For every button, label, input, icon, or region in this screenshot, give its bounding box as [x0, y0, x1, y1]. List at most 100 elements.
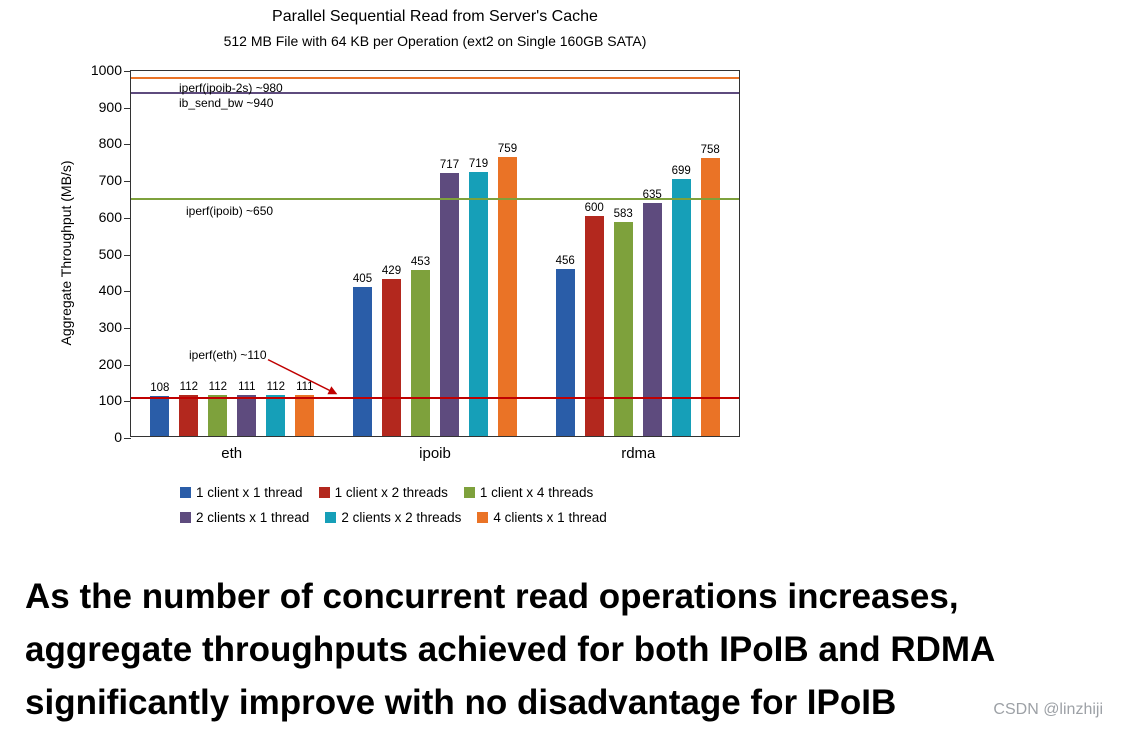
y-tick-label: 600 [98, 208, 122, 225]
bar-column: 717 [440, 71, 459, 436]
bar-value-label: 429 [381, 264, 402, 277]
bar [382, 278, 401, 436]
caption: As the number of concurrent read operati… [25, 570, 1105, 729]
bar-column: 111 [237, 71, 257, 436]
y-tick-mark [124, 291, 131, 293]
bar [584, 215, 604, 436]
legend-swatch [463, 487, 475, 498]
watermark: CSDN @linzhiji [993, 701, 1103, 718]
bar-value-label: 699 [671, 165, 691, 178]
y-tick-label: 100 [98, 392, 122, 409]
bar-value-label: 456 [555, 254, 575, 267]
bar-column: 635 [643, 71, 662, 436]
reference-line-label: ib_send_bw ~940 [179, 96, 274, 111]
bar-column: 405 [353, 71, 372, 436]
y-tick-mark [124, 107, 131, 109]
y-tick-mark [124, 254, 131, 256]
bar-value-label: 583 [613, 208, 633, 221]
bar [613, 222, 633, 436]
legend-label: 1 client x 1 thread [196, 485, 303, 500]
bar-value-label: 405 [352, 273, 373, 286]
legend-label: 4 clients x 1 thread [493, 510, 607, 525]
bar [700, 157, 720, 436]
bar-column: 456 [556, 71, 575, 436]
legend-label: 2 clients x 2 threads [341, 510, 462, 525]
legend-swatch [325, 512, 337, 523]
bar-value-label: 112 [266, 380, 285, 393]
throughput-bar-chart: Parallel Sequential Read from Server's C… [58, 8, 740, 525]
bar-column: 112 [208, 71, 228, 436]
y-tick-label: 200 [98, 355, 122, 372]
y-axis-ticks: 0 100 200 300 400 500 600 700 800 900 1000 [60, 62, 122, 445]
reference-line-label: iperf(ipoib) ~650 [186, 204, 274, 219]
bar-column: 699 [672, 71, 691, 436]
y-tick-label: 300 [98, 318, 122, 335]
legend-item: 1 client x 4 threads [463, 485, 594, 500]
bar [237, 395, 257, 436]
legend-row: 2 clients x 1 thread 2 clients x 2 thread… [180, 510, 607, 525]
bar-value-label: 453 [410, 255, 431, 268]
bar-group-rdma: 456 600 583 635 699 758 [536, 71, 739, 436]
bar-value-label: 717 [439, 158, 460, 171]
bar-value-label: 719 [468, 158, 489, 171]
y-tick-label: 0 [114, 429, 122, 445]
bar-value-label: 600 [584, 201, 604, 214]
x-tick-label: rdma [621, 445, 656, 462]
y-tick-mark [124, 438, 131, 439]
legend-row: 1 client x 1 thread 1 client x 2 threads 1… [180, 485, 607, 500]
legend-swatch [180, 512, 191, 523]
bar-column: 111 [295, 71, 315, 436]
x-tick-label: eth [221, 445, 243, 462]
y-tick-mark [124, 327, 131, 329]
bar-column: 429 [382, 71, 401, 436]
reference-line [131, 396, 739, 399]
bar-value-label: 112 [208, 380, 227, 393]
legend-item: 2 clients x 1 thread [180, 510, 309, 525]
bar [642, 202, 662, 436]
bar [295, 395, 315, 436]
bar-group-ipoib: 405 429 453 717 719 759 [334, 71, 537, 436]
x-axis-labels: eth ipoib rdma [130, 445, 740, 462]
bar [469, 172, 488, 436]
plot-area: 108 112 112 111 112 111 405 429 453 717 719 759 456 6… [124, 70, 740, 439]
legend-swatch [318, 487, 330, 498]
bar-column: 112 [266, 71, 286, 436]
chart-title: Parallel Sequential Read from Server's C… [272, 8, 598, 25]
legend-swatch [477, 512, 489, 523]
caption-line: significantly improve with no disadvanta… [25, 683, 897, 722]
y-tick-mark [124, 71, 131, 72]
chart-subtitle: 512 MB File with 64 KB per Operation (ex… [223, 33, 647, 49]
bar [555, 268, 575, 436]
bar-column: 453 [411, 71, 430, 436]
bar [266, 394, 286, 436]
bar [353, 287, 372, 436]
bar-group-eth: 108 112 112 111 112 111 [131, 71, 334, 436]
legend-item: 1 client x 2 threads [318, 485, 448, 500]
bar-column: 583 [614, 71, 633, 436]
bar-value-label: 108 [150, 382, 170, 395]
bar-value-label: 112 [179, 380, 198, 393]
bar-column: 758 [701, 71, 720, 436]
bar-value-label: 111 [238, 381, 256, 394]
y-tick-label: 1000 [90, 62, 122, 78]
legend-item: 2 clients x 2 threads [325, 510, 461, 525]
y-tick-label: 800 [98, 135, 122, 152]
legend-label: 1 client x 2 threads [334, 485, 448, 500]
bar-value-label: 635 [642, 188, 662, 201]
y-tick-mark [124, 217, 131, 219]
bar [208, 394, 228, 436]
caption-line: As the number of concurrent read operati… [25, 577, 959, 616]
x-tick-label: ipoib [419, 445, 451, 462]
legend: 1 client x 1 thread 1 client x 2 threads 1… [180, 485, 607, 525]
bar [671, 179, 691, 436]
bar-column: 600 [585, 71, 604, 436]
bar-value-label: 758 [700, 143, 720, 156]
legend-label: 1 client x 4 threads [479, 485, 594, 500]
bar-column: 759 [498, 71, 517, 436]
y-tick-label: 500 [98, 245, 122, 262]
y-tick-mark [124, 364, 131, 366]
y-tick-mark [124, 144, 131, 146]
bar [179, 394, 199, 436]
reference-line [131, 92, 739, 95]
bar-value-label: 111 [296, 381, 314, 394]
